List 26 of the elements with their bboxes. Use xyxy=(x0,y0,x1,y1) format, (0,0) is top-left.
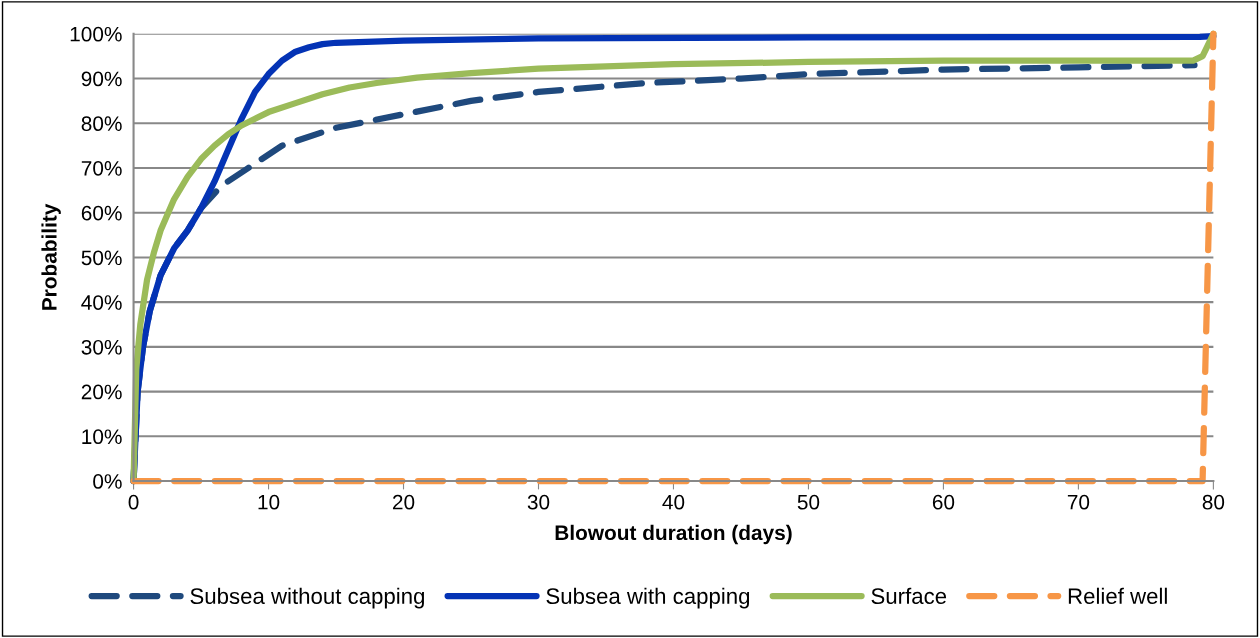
y-tick-label: 20% xyxy=(81,384,122,400)
y-tick-label: 40% xyxy=(81,295,122,310)
x-tick-label: 80 xyxy=(1202,494,1225,510)
x-axis-title: Blowout duration (days) xyxy=(555,524,792,545)
y-tick-label: 50% xyxy=(81,250,122,266)
y-tick-label: 0% xyxy=(93,474,122,489)
y-tick-label: 80% xyxy=(81,116,122,132)
y-tick-label: 30% xyxy=(81,339,122,355)
x-tick-label: 10 xyxy=(258,494,280,510)
y-tick-label: 10% xyxy=(82,429,122,445)
legend-label: Subsea without capping xyxy=(190,587,424,609)
legend-label: Subsea with capping xyxy=(546,587,750,609)
x-tick-label: 70 xyxy=(1067,494,1090,510)
x-tick-label: 20 xyxy=(392,494,415,510)
y-axis-title: Probability xyxy=(41,203,61,310)
y-tick-label: 100% xyxy=(70,26,122,42)
x-tick-label: 0 xyxy=(128,494,139,510)
legend-label: Relief well xyxy=(1068,587,1167,605)
y-tick-label: 70% xyxy=(81,160,122,176)
x-tick-label: 40 xyxy=(662,494,685,510)
legend-label: Surface xyxy=(871,587,947,605)
x-tick-label: 30 xyxy=(527,494,550,510)
x-tick-label: 60 xyxy=(932,494,955,510)
x-tick-label: 50 xyxy=(797,494,820,510)
y-tick-label: 90% xyxy=(81,71,122,87)
y-tick-label: 60% xyxy=(81,205,122,221)
